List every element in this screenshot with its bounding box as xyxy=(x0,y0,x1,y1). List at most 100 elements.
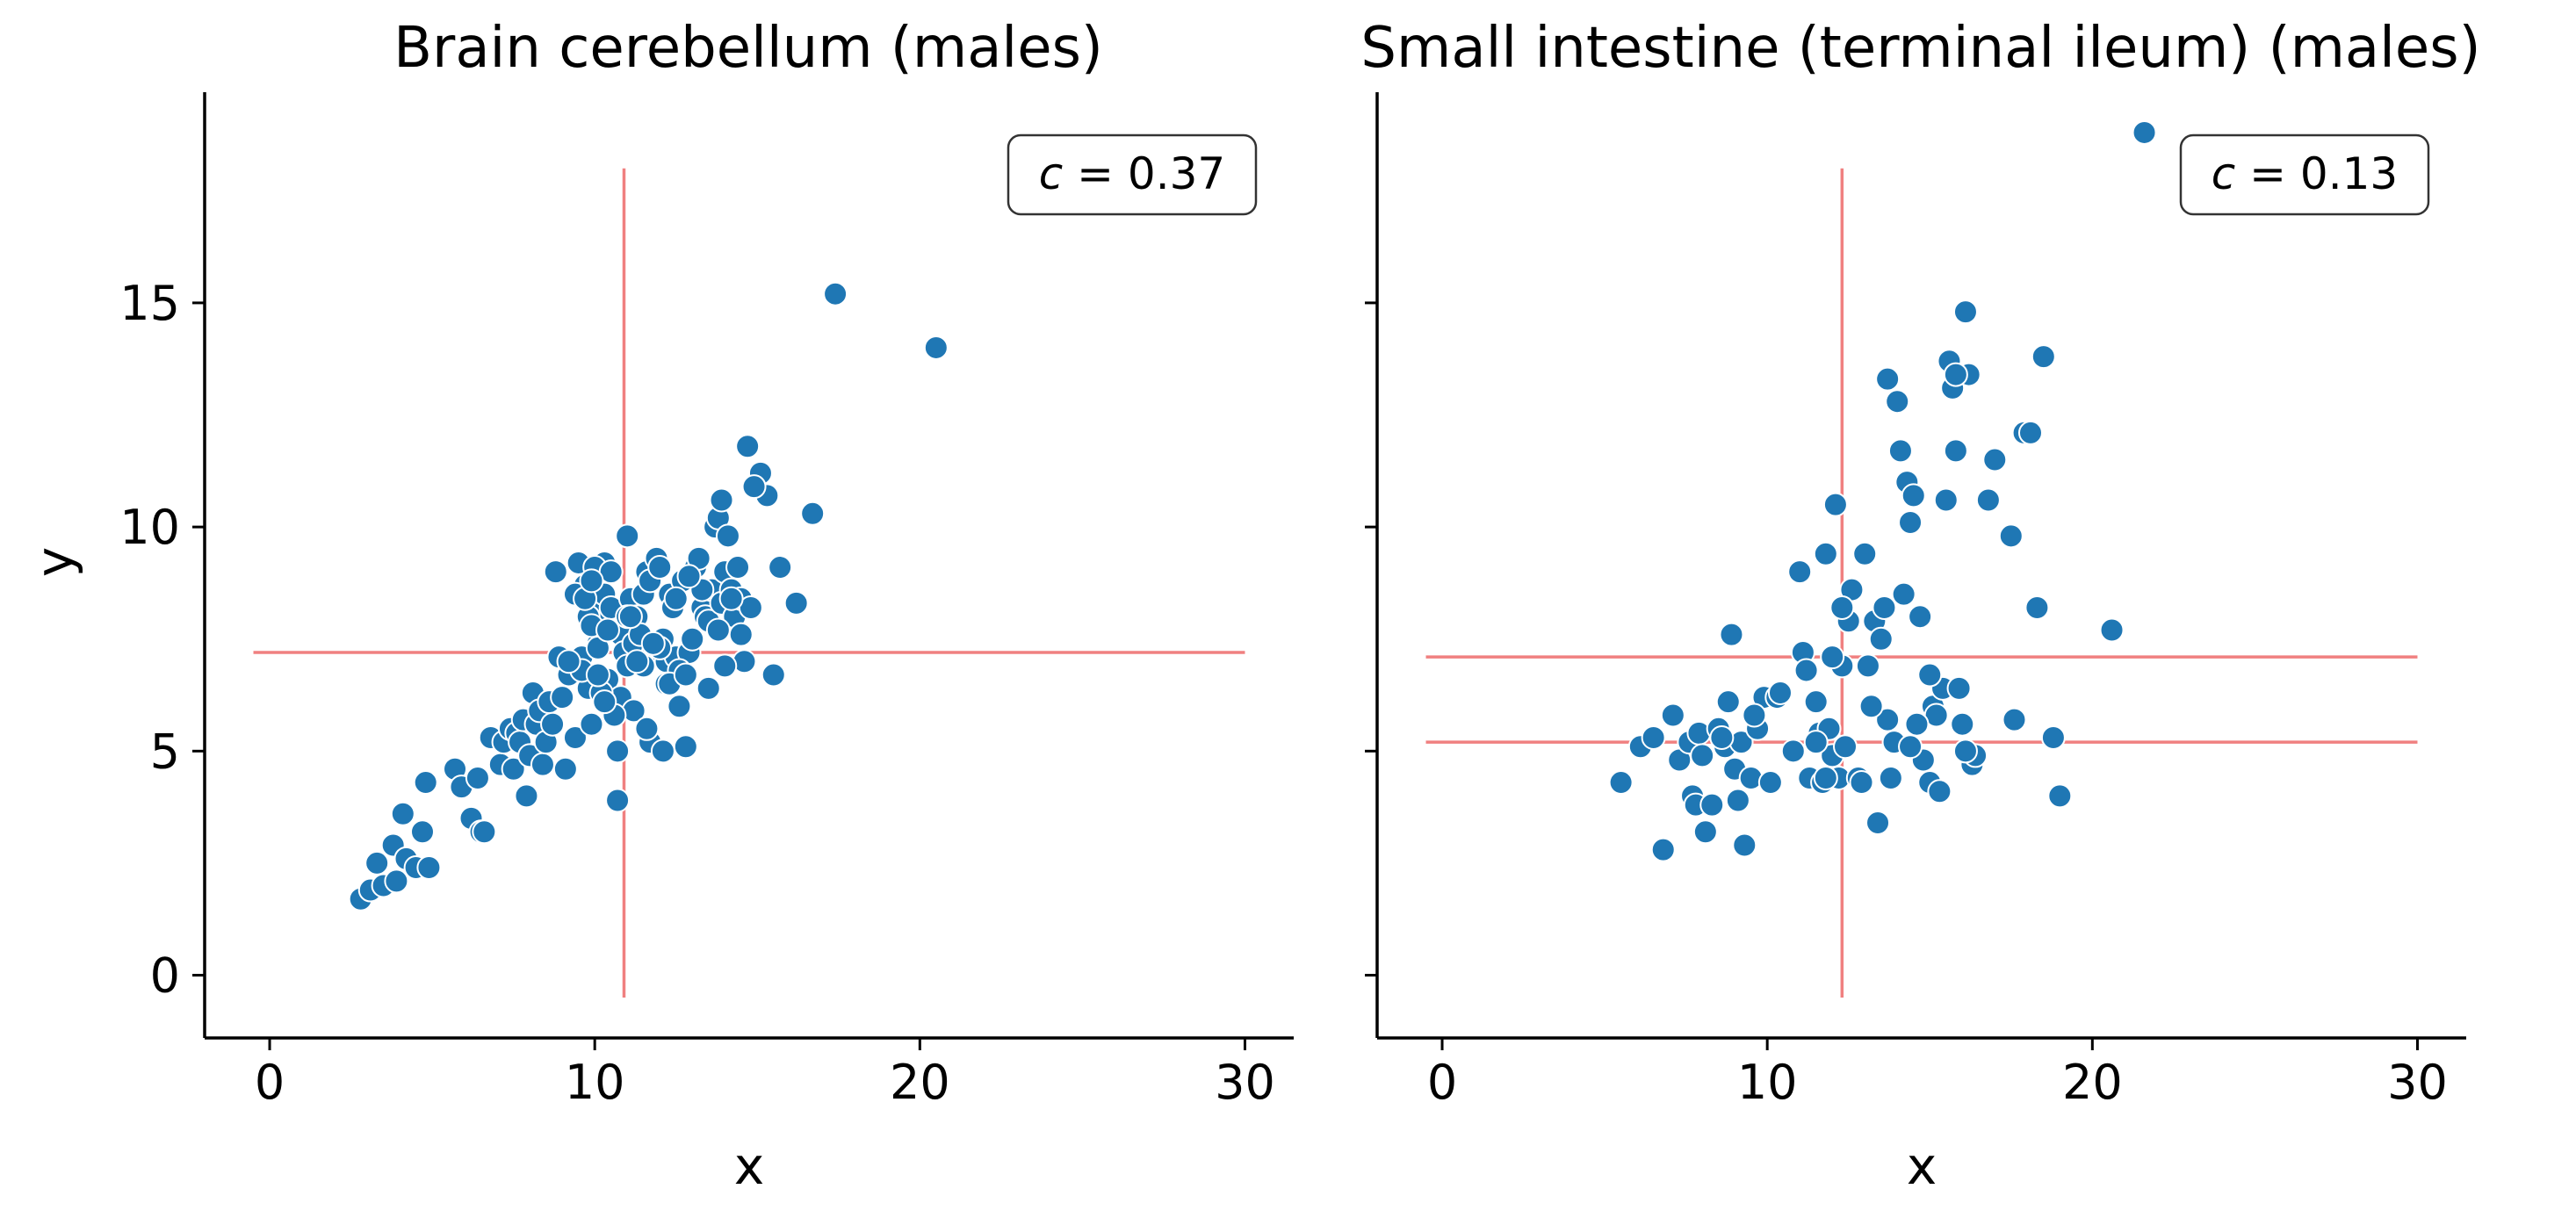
data-point xyxy=(390,801,415,826)
data-point xyxy=(1732,832,1757,858)
data-point xyxy=(1608,770,1634,796)
data-point xyxy=(1699,792,1725,818)
data-point xyxy=(705,617,731,643)
data-point xyxy=(1641,725,1666,751)
data-point xyxy=(562,725,588,751)
data-point xyxy=(540,711,566,737)
data-point xyxy=(2132,119,2157,145)
chart-title: Small intestine (terminal ileum) (males) xyxy=(1360,16,2480,81)
data-point xyxy=(1813,541,1838,566)
data-point xyxy=(1946,675,1972,701)
data-point xyxy=(514,783,539,809)
data-point xyxy=(1943,438,1968,464)
data-point xyxy=(663,586,689,611)
data-point xyxy=(647,555,673,580)
annotation-symbol: c xyxy=(2212,148,2236,199)
y-tick-label: 10 xyxy=(119,500,180,555)
left-chart-panel: Brain cerebellum (males) 0 10 20 30 0 5 10 15 y… xyxy=(25,16,1294,1196)
data-point xyxy=(1878,765,1903,790)
data-point xyxy=(2002,707,2027,732)
data-point xyxy=(1803,730,1829,755)
data-point xyxy=(501,756,526,782)
data-point xyxy=(823,281,848,306)
data-point xyxy=(1982,447,2008,472)
data-point xyxy=(741,474,767,500)
data-point xyxy=(1875,366,1901,392)
data-point xyxy=(1822,492,1848,517)
data-point xyxy=(579,711,604,737)
annotation-symbol: c xyxy=(1039,148,1064,199)
data-point xyxy=(1933,487,1959,513)
data-point xyxy=(1908,604,1933,630)
data-point xyxy=(673,662,698,688)
data-point xyxy=(1833,734,1858,760)
annotation-box xyxy=(1007,133,1258,216)
data-point xyxy=(410,819,435,845)
data-point xyxy=(1709,725,1735,751)
data-point xyxy=(725,555,751,580)
data-point xyxy=(364,850,390,876)
data-point xyxy=(1950,711,1975,737)
data-point xyxy=(1891,581,1916,607)
x-tick-label: 20 xyxy=(890,1055,950,1110)
data-point xyxy=(556,649,581,674)
y-axis-label: y xyxy=(25,547,84,577)
data-point xyxy=(673,734,698,760)
data-point xyxy=(465,765,490,790)
data-point xyxy=(1855,653,1880,679)
data-point xyxy=(923,335,949,360)
x-tick-label: 30 xyxy=(2387,1055,2448,1110)
data-point xyxy=(667,694,692,719)
x-axis-label: x xyxy=(1907,1136,1937,1196)
data-point xyxy=(1690,743,1715,768)
right-chart-panel: Small intestine (terminal ileum) (males)… xyxy=(1360,16,2480,1196)
data-point xyxy=(615,523,640,549)
data-point xyxy=(800,501,826,526)
plot-area: 0 10 20 30 0 5 10 15 xyxy=(119,92,1294,1110)
data-point xyxy=(550,685,575,710)
data-point xyxy=(1885,389,1910,414)
data-point xyxy=(2031,344,2056,370)
data-point xyxy=(1898,510,1923,536)
data-point xyxy=(1875,707,1901,732)
data-point xyxy=(2024,594,2050,620)
data-point xyxy=(1692,819,1718,845)
data-point xyxy=(617,604,643,630)
data-point xyxy=(552,756,578,782)
data-point xyxy=(1787,559,1813,585)
data-point xyxy=(592,689,617,715)
y-tick-label: 0 xyxy=(150,948,180,1004)
data-point xyxy=(1904,711,1930,737)
y-axis-label-text: y xyxy=(25,547,84,577)
data-point xyxy=(680,626,705,652)
data-point xyxy=(1742,703,1767,728)
data-point xyxy=(1952,299,1978,325)
data-point xyxy=(718,586,744,611)
data-point xyxy=(1793,658,1819,683)
data-point xyxy=(543,559,568,585)
data-point xyxy=(1858,694,1884,719)
data-point xyxy=(1852,541,1878,566)
data-point xyxy=(1868,626,1894,652)
data-point xyxy=(1829,594,1855,620)
plot-area: 0 10 20 30 xyxy=(1365,92,2466,1110)
data-point xyxy=(1715,689,1741,715)
data-point xyxy=(1767,680,1793,705)
data-point xyxy=(735,434,761,459)
data-point xyxy=(783,590,809,616)
data-point xyxy=(384,868,409,894)
data-point xyxy=(1901,483,1926,508)
data-point xyxy=(595,617,620,643)
correlation-annotation: c = 0.13 xyxy=(2179,133,2430,216)
x-tick-label: 0 xyxy=(1427,1055,1457,1110)
data-point xyxy=(1725,788,1750,813)
data-point xyxy=(605,739,631,764)
data-point xyxy=(1650,837,1676,862)
x-tick-label: 10 xyxy=(565,1055,625,1110)
data-point xyxy=(640,631,666,656)
x-tick-label: 0 xyxy=(255,1055,285,1110)
data-point xyxy=(585,662,610,688)
data-point xyxy=(634,716,660,741)
data-point xyxy=(696,675,721,701)
